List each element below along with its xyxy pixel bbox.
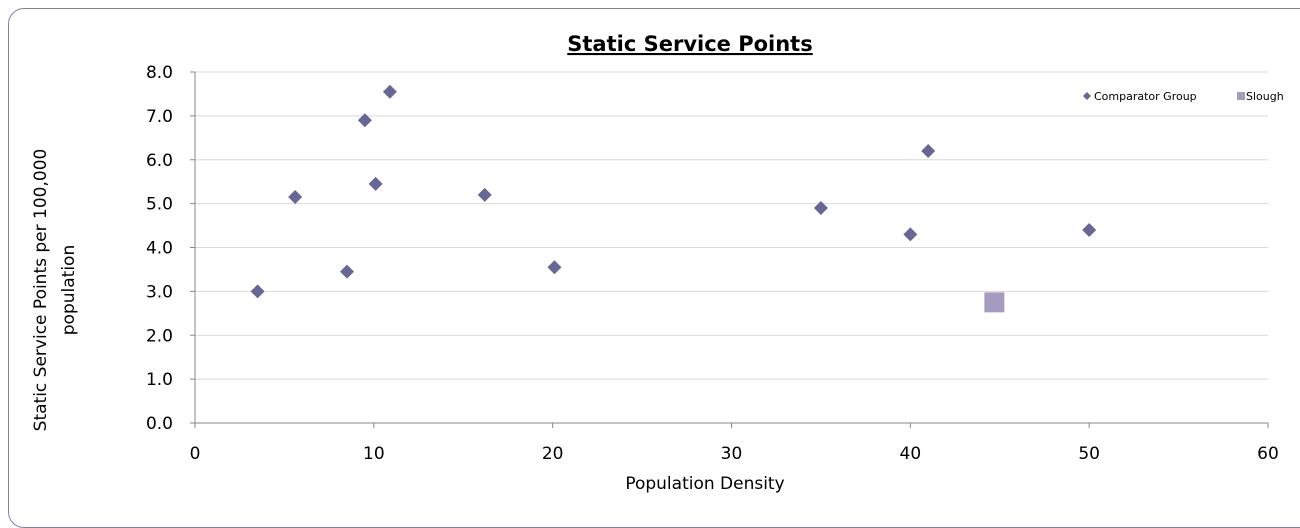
point-comparator-group-2 — [340, 264, 355, 279]
point-comparator-group-9 — [903, 227, 918, 242]
y-tick-label-5: 5.0 — [146, 195, 173, 215]
legend-item-slough: Slough — [1237, 90, 1284, 103]
x-tick-label-2: 20 — [542, 444, 564, 464]
point-comparator-group-0 — [250, 284, 265, 299]
point-comparator-group-6 — [477, 187, 492, 202]
x-tick-label-5: 50 — [1078, 444, 1100, 464]
scatter-chart: Static Service Points 0.0 1.0 2.0 3.0 4.0 5.0… — [31, 32, 1284, 494]
point-comparator-group-4 — [368, 176, 383, 191]
y-axis-label: Static Service Points per 100,000 popula… — [31, 149, 79, 432]
point-comparator-group-3 — [357, 113, 372, 128]
y-tick-label-6: 6.0 — [146, 151, 173, 171]
x-tick-labels: 0 10 20 30 40 50 60 — [190, 444, 1279, 464]
y-tick-label-0: 0.0 — [146, 414, 173, 434]
legend-diamond-marker — [1083, 92, 1091, 100]
x-tick-label-0: 0 — [190, 444, 201, 464]
y-axis-label-line-1: Static Service Points per 100,000 — [31, 149, 51, 432]
x-tick-label-3: 30 — [721, 444, 743, 464]
point-comparator-group-1 — [288, 190, 303, 205]
y-tick-label-2: 2.0 — [146, 326, 173, 346]
legend-label-slough: Slough — [1246, 90, 1284, 103]
legend-item-comparator-group: Comparator Group — [1083, 90, 1197, 103]
point-comparator-group-7 — [547, 260, 562, 275]
y-tick-labels: 0.0 1.0 2.0 3.0 4.0 5.0 6.0 7.0 8.0 — [146, 63, 173, 434]
legend-square-marker — [1237, 92, 1245, 100]
y-tick-label-3: 3.0 — [146, 282, 173, 302]
x-tick-label-4: 40 — [900, 444, 922, 464]
point-comparator-group-11 — [1082, 222, 1097, 237]
data-points — [250, 84, 1097, 313]
chart-title: Static Service Points — [567, 32, 812, 56]
y-tick-label-8: 8.0 — [146, 63, 173, 83]
point-comparator-group-10 — [921, 143, 936, 158]
point-slough-0 — [984, 292, 1005, 313]
legend-label-comparator-group: Comparator Group — [1094, 90, 1197, 103]
gridlines — [195, 71, 1268, 380]
y-tick-label-4: 4.0 — [146, 239, 173, 259]
legend: Comparator Group Slough — [1083, 90, 1284, 103]
y-tick-label-1: 1.0 — [146, 370, 173, 390]
x-tick-label-1: 10 — [363, 444, 385, 464]
point-comparator-group-8 — [813, 201, 828, 216]
x-axis-label: Population Density — [625, 474, 784, 494]
point-comparator-group-5 — [382, 84, 397, 99]
axes — [190, 71, 1269, 428]
y-axis-label-line-2: population — [59, 245, 79, 335]
x-tick-label-6: 60 — [1257, 444, 1279, 464]
y-tick-label-7: 7.0 — [146, 107, 173, 127]
